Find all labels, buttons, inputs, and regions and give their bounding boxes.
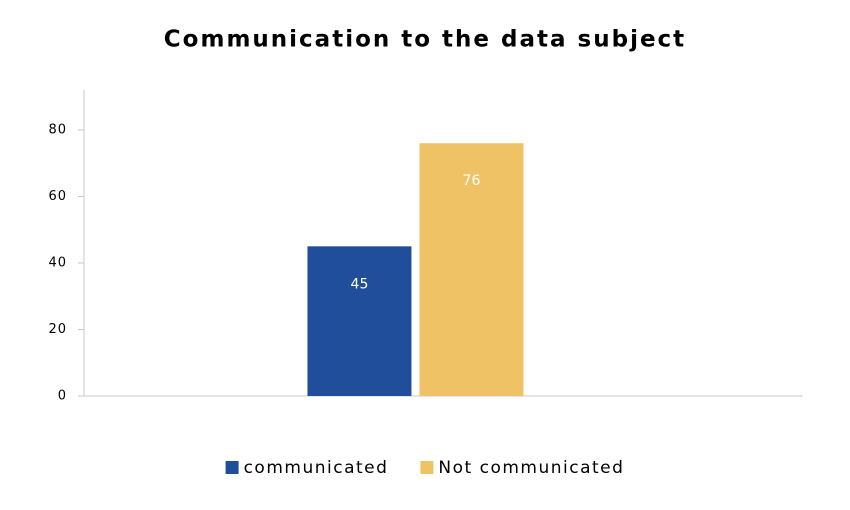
legend-label: Not communicated xyxy=(438,458,624,478)
legend-swatch xyxy=(225,461,239,474)
bar xyxy=(419,143,524,396)
y-tick-label: 60 xyxy=(48,189,67,204)
y-tick-label: 0 xyxy=(58,389,67,404)
legend-label: communicated xyxy=(244,458,389,478)
y-tick-label: 20 xyxy=(48,322,67,337)
y-tick-label: 40 xyxy=(48,255,67,270)
chart-title: Communication to the data subject xyxy=(164,27,686,53)
legend-swatch xyxy=(420,461,434,474)
bar xyxy=(307,246,412,396)
value-label: 45 xyxy=(351,276,369,292)
y-tick-label: 80 xyxy=(48,122,67,137)
value-label: 76 xyxy=(463,173,481,189)
